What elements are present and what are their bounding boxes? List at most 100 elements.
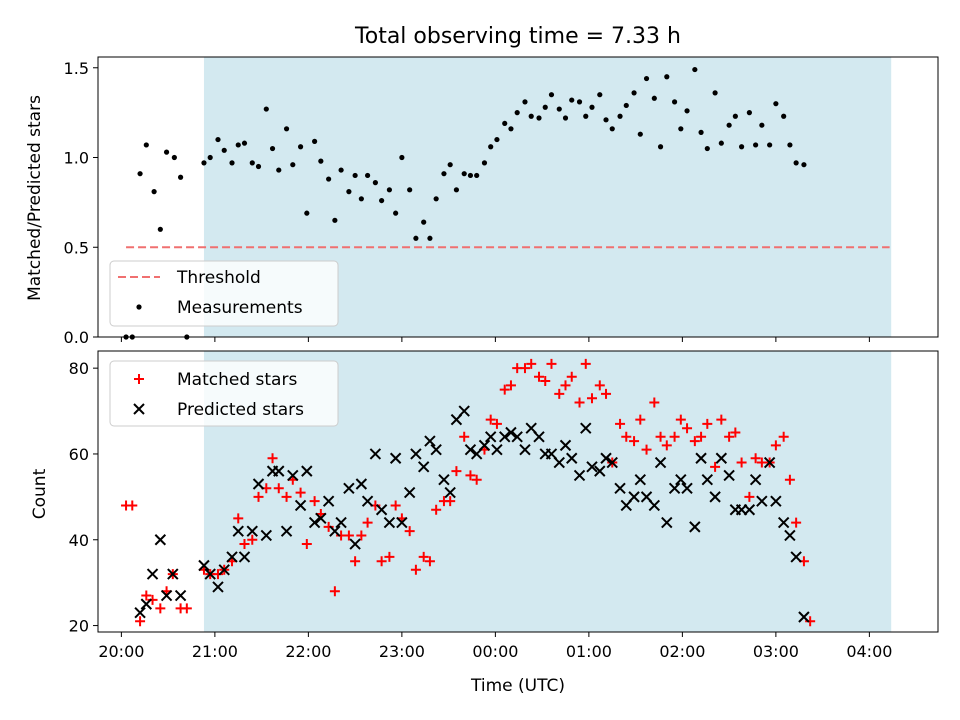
top-y-axis-label: Matched/Predicted stars: [25, 95, 45, 301]
predicted-star-marker: [329, 525, 341, 537]
measurement-point: [651, 95, 657, 101]
measurement-point: [617, 113, 623, 119]
predicted-star-marker: [403, 486, 416, 499]
predicted-star-marker: [661, 516, 673, 529]
predicted-star-marker: [533, 431, 545, 443]
measurements-legend-label: Measurements: [177, 298, 303, 318]
measurement-point: [746, 110, 752, 116]
matched-star-marker: [526, 358, 537, 369]
matched-star-marker: [716, 414, 727, 425]
matched-star-marker: [784, 474, 795, 485]
measurement-point: [163, 149, 170, 155]
matched-star-marker: [343, 530, 354, 541]
matched-star-marker: [702, 418, 713, 429]
matched-legend-swatch: [134, 374, 144, 384]
predicted-star-marker: [204, 568, 216, 580]
predicted-star-marker: [798, 611, 810, 623]
measurement-point: [671, 99, 678, 105]
predicted-star-marker: [212, 581, 224, 593]
predicted-star-marker: [238, 551, 251, 563]
predicted-star-marker: [383, 516, 396, 529]
predicted-star-marker: [668, 482, 681, 494]
matched-star-marker: [560, 380, 571, 391]
matched-star-marker: [730, 427, 741, 438]
count-legend-box: [109, 360, 339, 427]
measurement-point: [704, 145, 710, 152]
measurement-point: [522, 99, 528, 105]
x-tick-label: 00:00: [472, 642, 518, 661]
predicted-star-marker: [444, 486, 456, 499]
measurement-point: [548, 92, 555, 98]
matched-star-marker: [540, 376, 551, 387]
measurement-point: [698, 129, 704, 135]
matched-star-marker: [750, 453, 761, 464]
measurement-point: [589, 104, 595, 110]
measurement-point: [738, 144, 745, 150]
predicted-star-marker: [174, 589, 187, 602]
predicted-star-marker: [614, 482, 626, 494]
measurement-point: [643, 75, 650, 82]
predicted-star-marker: [499, 431, 511, 443]
measurement-point: [467, 172, 474, 179]
measurement-point: [637, 131, 643, 137]
matched-star-marker: [736, 457, 747, 468]
measurement-point: [393, 210, 399, 216]
matched-star-marker: [554, 388, 565, 399]
predicted-star-marker: [349, 538, 361, 550]
matched-star-marker: [491, 418, 502, 429]
measurement-point: [407, 187, 413, 193]
predicted-star-marker: [464, 443, 477, 456]
predicted-star-marker: [484, 431, 497, 443]
matched-star-marker: [273, 483, 284, 494]
predicted-star-marker: [301, 465, 313, 477]
predicted-star-marker: [784, 529, 796, 542]
measurement-point: [352, 172, 358, 179]
x-tick-label: 22:00: [285, 642, 331, 661]
x-tick-label: 04:00: [846, 642, 892, 661]
predicted-star-marker: [519, 443, 531, 456]
measurement-point: [263, 106, 269, 112]
measurement-point: [732, 113, 738, 119]
matched-star-marker: [661, 440, 672, 451]
matched-star-marker: [350, 556, 361, 567]
measurement-point: [481, 160, 488, 166]
measurement-point: [793, 160, 799, 166]
predicted-star-marker: [160, 589, 173, 602]
predicted-star-marker: [389, 452, 402, 464]
predicted-star-marker: [315, 512, 327, 525]
measurement-point: [427, 235, 433, 241]
matched-star-marker: [329, 586, 340, 597]
measurement-point: [297, 144, 304, 150]
predicted-star-marker: [232, 525, 244, 537]
matched-star-marker: [649, 397, 660, 408]
ratio-panel-frame: [97, 56, 939, 338]
matched-star-marker: [485, 414, 496, 425]
matched-legend-label: Matched stars: [177, 370, 297, 390]
measurement-point: [759, 122, 765, 128]
predicted-star-marker: [355, 478, 368, 490]
predicted-star-marker: [695, 452, 707, 464]
predicted-star-marker: [689, 521, 701, 533]
matched-star-marker: [635, 414, 646, 425]
matched-star-marker: [309, 496, 320, 507]
measurement-point: [201, 160, 207, 166]
measurement-point: [283, 126, 290, 132]
measurement-point: [171, 154, 177, 161]
measurement-point: [229, 160, 235, 166]
measurement-point: [753, 142, 759, 148]
threshold-legend-label: Threshold: [176, 268, 261, 288]
y-tick-label: 20: [69, 617, 89, 636]
matched-star-marker: [724, 431, 735, 442]
y-tick-label: 1.0: [64, 149, 89, 168]
predicted-star-marker: [594, 465, 606, 477]
bottom-y-axis-label: Count: [30, 468, 50, 519]
matched-star-marker: [546, 358, 557, 369]
measurement-point: [609, 126, 615, 132]
measurement-point: [372, 180, 378, 186]
chart-title: Total observing time = 7.33 h: [354, 24, 681, 49]
measurement-point: [781, 113, 787, 119]
matched-star-marker: [770, 440, 781, 451]
measurement-point: [312, 138, 318, 144]
measurement-point: [453, 187, 460, 193]
